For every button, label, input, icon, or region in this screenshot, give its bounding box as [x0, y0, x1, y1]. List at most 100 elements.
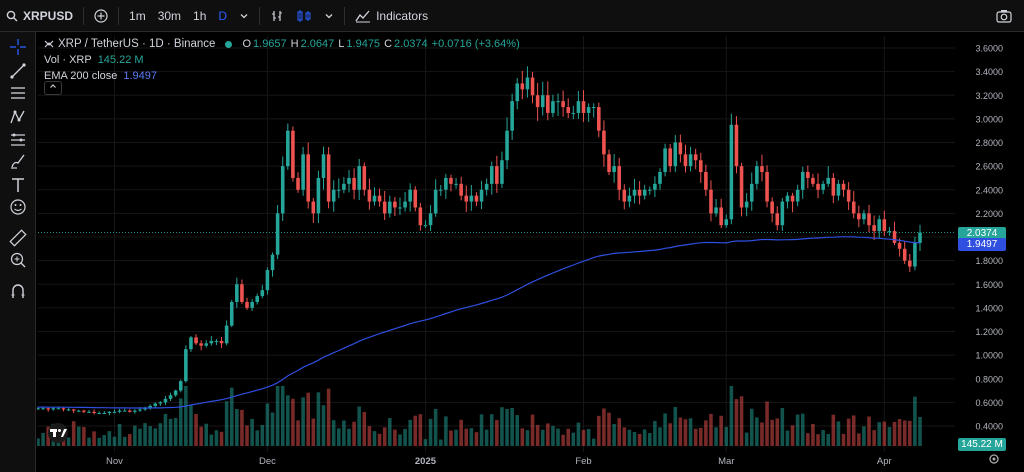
time-tick-label: Nov	[106, 456, 123, 467]
volume-bar	[653, 420, 657, 446]
candle-body	[775, 213, 780, 226]
divider	[83, 6, 85, 25]
candle-body	[489, 166, 494, 184]
candle-body	[153, 403, 158, 406]
volume-bar	[117, 423, 122, 446]
volume-bar	[571, 432, 576, 446]
price-chart[interactable]: 3.6000 3.4000 3.2000 3.0000 2.8000 2.6000 2.40…	[37, 32, 1024, 472]
timeframe-1h[interactable]: 1h	[193, 8, 207, 23]
timeframe-d[interactable]: D	[218, 8, 228, 23]
candle-body	[709, 189, 713, 214]
candle-body	[168, 395, 173, 399]
text-icon[interactable]	[9, 176, 27, 194]
timeframe-dropdown[interactable]	[233, 0, 255, 32]
legend-title[interactable]: XRP / TetherUS · 1D · Binance	[58, 37, 216, 50]
candle-body	[913, 242, 917, 267]
volume-bar	[882, 421, 887, 446]
volume-bar	[867, 416, 871, 446]
volume-bar	[673, 407, 678, 446]
candle-body	[428, 213, 433, 226]
ohlc-open-label: O	[242, 37, 252, 50]
candle-body	[255, 296, 260, 302]
volume-bar	[806, 433, 810, 446]
chart-type-dropdown[interactable]	[318, 0, 340, 32]
ohlc-close-label: C	[384, 37, 393, 50]
volume-bar	[576, 422, 581, 446]
candle-body	[342, 183, 346, 190]
volume-bar	[46, 426, 50, 446]
ohlc-open: 1.9657	[253, 37, 287, 50]
legend-ema-row[interactable]: EMA 200 close 1.9497	[44, 68, 520, 84]
timeframe-30m[interactable]: 30m	[157, 8, 182, 23]
collapse-legend-button[interactable]	[44, 81, 62, 95]
search-icon	[6, 10, 18, 21]
compare-button[interactable]	[88, 0, 114, 32]
volume-bar	[811, 423, 815, 446]
volume-bar	[413, 415, 418, 446]
candle-body	[566, 107, 571, 113]
timeframe-1m[interactable]: 1m	[129, 8, 146, 23]
candle-body	[826, 177, 831, 184]
volume-bar	[775, 418, 780, 446]
candle-body	[464, 195, 469, 202]
volume-bar	[678, 417, 683, 446]
candle-body	[846, 189, 851, 202]
candle-body	[617, 166, 621, 190]
horizontal-lines-icon[interactable]	[9, 84, 27, 102]
candle-body	[377, 195, 382, 202]
volume-bar	[495, 419, 499, 446]
volume-bar	[444, 416, 448, 446]
gear-icon[interactable]	[988, 453, 1000, 465]
time-axis[interactable]: Nov Dec 2025 Feb Mar Apr	[106, 456, 892, 467]
trend-line-icon[interactable]	[9, 62, 27, 80]
volume-bar	[459, 419, 463, 446]
candle-body	[117, 410, 122, 412]
time-tick-label: Apr	[877, 456, 892, 467]
pattern-icon[interactable]	[9, 108, 27, 126]
candle-body	[321, 154, 326, 178]
price-tick-label: 3.6000	[975, 44, 1003, 54]
zoom-in-icon[interactable]	[9, 251, 27, 269]
candle-body	[642, 189, 647, 196]
volume-price-tag: 145.22 M	[958, 438, 1006, 451]
candle-body	[444, 177, 448, 190]
candle-body	[556, 101, 560, 103]
volume-bar	[597, 415, 601, 446]
emoji-icon[interactable]	[9, 198, 27, 216]
candle-body	[306, 154, 310, 202]
indicators-button[interactable]: Indicators	[349, 0, 434, 32]
price-axis[interactable]: 3.6000 3.4000 3.2000 3.0000 2.8000 2.6000 2.40…	[975, 44, 1003, 432]
crosshair-icon[interactable]	[9, 38, 27, 56]
candle-body	[867, 213, 871, 226]
candle-body	[734, 124, 739, 167]
candles-icon	[297, 9, 311, 22]
candle-body	[755, 166, 759, 184]
volume-bar	[540, 429, 545, 446]
divider	[344, 6, 346, 25]
ohlc-close: 2.0374	[394, 37, 428, 50]
candle-body	[612, 166, 616, 173]
candle-body	[908, 260, 912, 267]
candle-body	[275, 213, 280, 255]
prediction-icon[interactable]	[9, 130, 27, 148]
volume-bar	[704, 420, 708, 446]
candle-style-button[interactable]	[290, 0, 318, 32]
legend-volume-row[interactable]: Vol · XRP 145.22 M	[44, 52, 520, 68]
volume-bar	[199, 426, 203, 446]
chart-legend: XRP / TetherUS · 1D · Binance O 1.9657 H…	[44, 36, 520, 84]
candle-body	[851, 201, 856, 214]
volume-bar	[546, 423, 550, 446]
symbol-search[interactable]: XRPUSD	[0, 0, 79, 32]
screenshot-button[interactable]	[990, 0, 1018, 32]
bar-style-button[interactable]	[264, 0, 290, 32]
brush-icon[interactable]	[9, 152, 27, 170]
volume-bar	[760, 422, 764, 446]
ema-price-tag: 1.9497	[958, 238, 1006, 251]
ruler-icon[interactable]	[9, 229, 27, 247]
candle-body	[785, 195, 790, 202]
volume-bar	[331, 420, 336, 446]
candle-body	[102, 413, 107, 415]
volume-bar	[173, 418, 178, 446]
magnet-icon[interactable]	[9, 282, 27, 300]
tradingview-logo-icon[interactable]	[44, 423, 72, 443]
